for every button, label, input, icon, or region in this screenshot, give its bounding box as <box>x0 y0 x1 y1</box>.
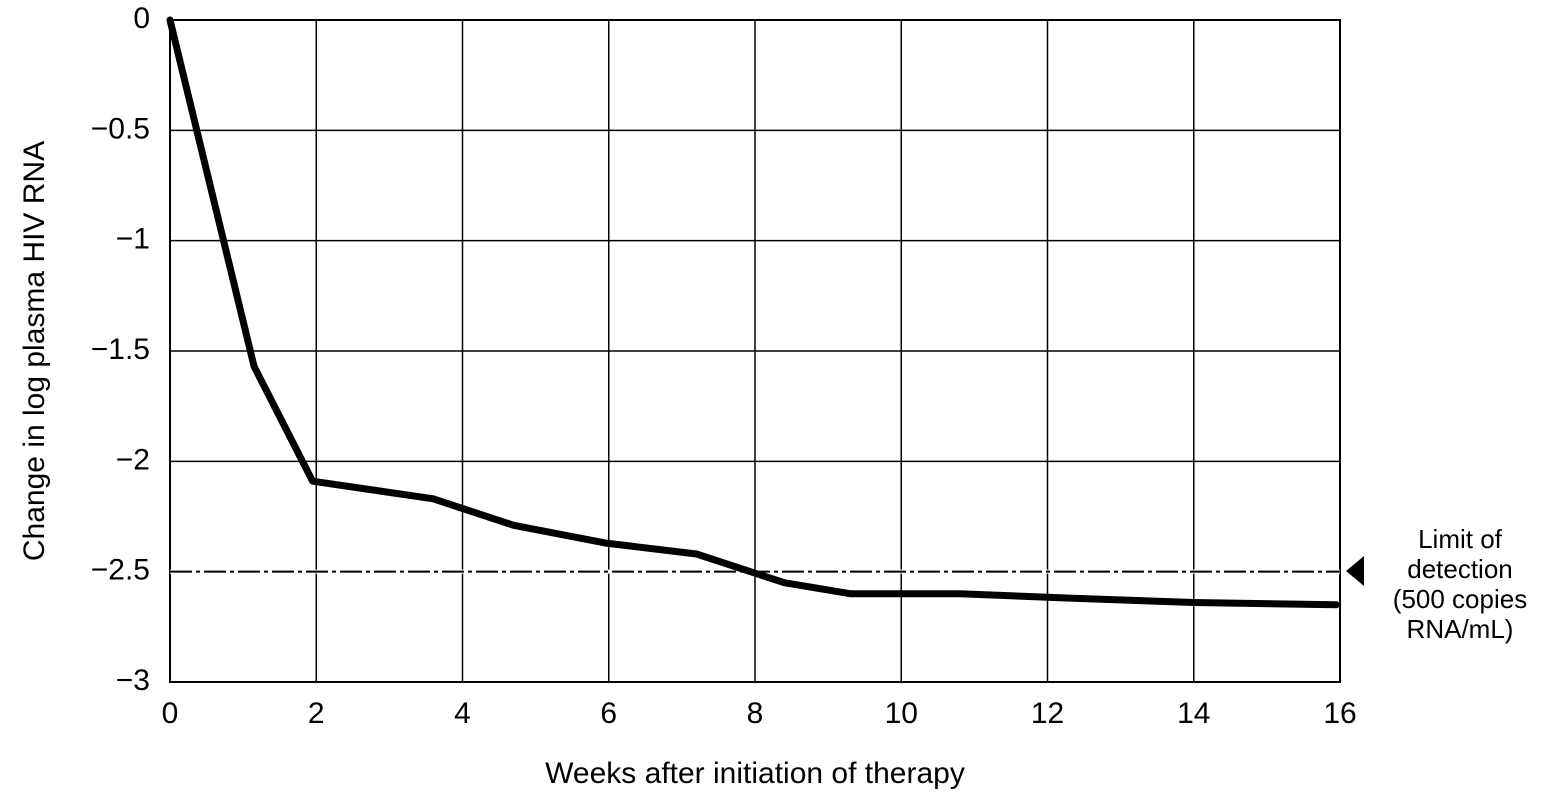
x-tick-label: 10 <box>885 697 918 730</box>
plot-frame <box>169 19 1341 683</box>
limit-annotation: (500 copies <box>1393 584 1527 614</box>
y-tick-label: 0 <box>133 2 150 35</box>
y-tick-label: −0.5 <box>91 112 150 145</box>
y-tick-label: −1 <box>116 223 150 256</box>
x-tick-label: 2 <box>308 697 325 730</box>
y-tick-label: −2.5 <box>91 554 150 587</box>
limit-annotation: RNA/mL) <box>1407 614 1514 644</box>
y-tick-label: −3 <box>116 664 150 697</box>
x-tick-label: 12 <box>1031 697 1064 730</box>
x-tick-label: 8 <box>747 697 764 730</box>
y-tick-label: −1.5 <box>91 333 150 366</box>
limit-marker <box>1346 556 1364 586</box>
x-tick-label: 14 <box>1177 697 1210 730</box>
x-axis-label: Weeks after initiation of therapy <box>545 757 965 790</box>
limit-annotation: detection <box>1407 554 1513 584</box>
x-tick-label: 6 <box>600 697 617 730</box>
limit-annotation: Limit of <box>1418 524 1503 554</box>
x-tick-label: 0 <box>162 697 179 730</box>
data-line <box>166 16 1340 609</box>
y-tick-label: −2 <box>116 443 150 476</box>
y-axis-label: Change in log plasma HIV RNA <box>18 141 51 561</box>
x-tick-label: 4 <box>454 697 471 730</box>
x-tick-label: 16 <box>1323 697 1356 730</box>
